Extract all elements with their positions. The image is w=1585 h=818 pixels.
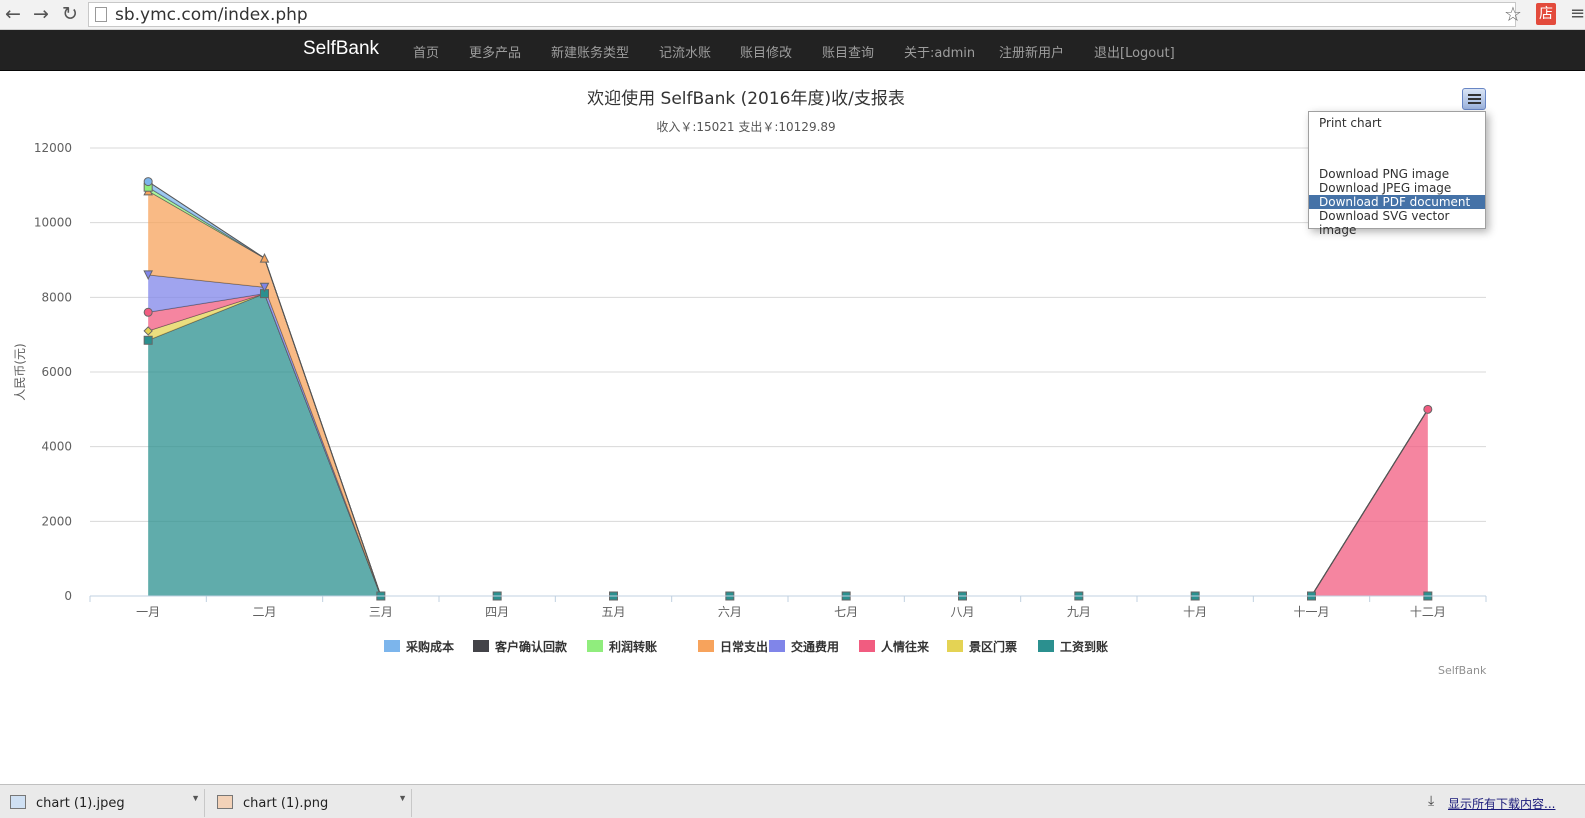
chart-subtitle: 收入￥:15021 支出￥:10129.89 (656, 120, 836, 134)
export-download-svg[interactable]: Download SVG vector image (1319, 209, 1450, 237)
x-tick-label: 五月 (601, 605, 625, 619)
image-file-icon (10, 795, 26, 809)
y-tick-label: 0 (64, 589, 72, 603)
export-context-menu: Print chart Download PNG image Download … (1308, 111, 1486, 237)
chart-legend: 采购成本 客户确认回款 利润转账 日常支出 交通费用 人情往来 景区门票 工资到账 (0, 638, 1585, 658)
y-tick-label: 8000 (41, 290, 72, 304)
y-tick-label: 10000 (34, 216, 72, 230)
browser-toolbar: ← → ↻ sb.ymc.com/index.php ☆ 店 ≡ (0, 0, 1585, 30)
nav-home[interactable]: 首页 (413, 46, 440, 61)
nav-logout[interactable]: 退出[Logout] (1094, 46, 1175, 61)
x-tick-label: 十二月 (1410, 605, 1446, 619)
export-download-pdf[interactable]: Download PDF document (1309, 195, 1485, 209)
back-arrow-icon[interactable]: ← (5, 3, 21, 25)
chevron-down-icon[interactable]: ▼ (191, 793, 200, 803)
x-tick-label: 三月 (369, 605, 393, 619)
legend-swatch (587, 640, 603, 652)
reload-icon[interactable]: ↻ (62, 3, 78, 25)
x-tick-label: 七月 (834, 605, 858, 619)
legend-item[interactable]: 工资到账 (1038, 638, 1108, 656)
data-point[interactable] (1423, 404, 1433, 414)
export-download-jpeg[interactable]: Download JPEG image (1319, 181, 1452, 195)
chart-credits[interactable]: SelfBank (1438, 664, 1487, 677)
chevron-down-icon[interactable]: ▼ (398, 793, 407, 803)
y-tick-label: 4000 (41, 440, 72, 454)
download-filename: chart (1).png (243, 796, 329, 811)
nav-edit-account[interactable]: 账目修改 (740, 46, 793, 61)
page-icon (95, 7, 107, 22)
legend-label: 人情往来 (881, 640, 930, 654)
browser-menu-icon[interactable]: ≡ (1570, 3, 1585, 24)
data-point[interactable] (143, 177, 153, 187)
chart-areas (147, 181, 1429, 597)
export-print-chart[interactable]: Print chart (1319, 116, 1382, 130)
y-tick-label: 12000 (34, 141, 72, 155)
x-tick-label: 十一月 (1293, 605, 1329, 619)
data-point[interactable] (143, 326, 153, 336)
url-text[interactable]: sb.ymc.com/index.php (115, 5, 308, 25)
legend-item[interactable]: 利润转账 (587, 638, 657, 656)
data-point[interactable] (259, 282, 270, 293)
x-tick-label: 九月 (1067, 605, 1091, 619)
x-tick-label: 八月 (950, 605, 974, 619)
address-bar[interactable]: sb.ymc.com/index.php (88, 2, 1516, 27)
data-point[interactable] (143, 335, 153, 345)
legend-item[interactable]: 交通费用 (769, 638, 839, 656)
download-item[interactable]: chart (1).png ▼ (207, 789, 412, 817)
legend-item[interactable]: 日常支出 (698, 638, 768, 656)
data-point[interactable] (143, 307, 153, 317)
chart-axes: 0 2000 4000 6000 8000 10000 12000 人民币(元) 一月 二月 三月 四… (13, 141, 1487, 619)
download-item[interactable]: chart (1).jpeg ▼ (0, 789, 205, 817)
nav-register-user[interactable]: 注册新用户 (999, 46, 1065, 61)
legend-label: 景区门票 (969, 640, 1018, 654)
data-point[interactable] (259, 253, 270, 263)
image-file-icon (217, 795, 233, 809)
nav-new-account-type[interactable]: 新建账务类型 (551, 46, 630, 61)
legend-item[interactable]: 人情往来 (859, 638, 929, 656)
legend-label: 利润转账 (609, 640, 658, 654)
export-download-png[interactable]: Download PNG image (1319, 167, 1450, 181)
brand-logo[interactable]: SelfBank (303, 38, 380, 59)
app-navbar: SelfBank 首页 更多产品 新建账务类型 记流水账 账目修改 账目查询 关… (0, 30, 1585, 71)
nav-record-transaction[interactable]: 记流水账 (659, 46, 712, 61)
legend-label: 工资到账 (1060, 640, 1109, 654)
legend-label: 采购成本 (406, 640, 455, 654)
legend-swatch (859, 640, 875, 652)
legend-swatch (698, 640, 714, 652)
legend-label: 交通费用 (791, 640, 840, 654)
chart-export-menu-button[interactable] (1462, 88, 1486, 110)
legend-label: 日常支出 (720, 640, 769, 654)
legend-swatch (769, 640, 785, 652)
bookmark-star-icon[interactable]: ☆ (1504, 2, 1522, 26)
x-tick-label: 二月 (252, 605, 276, 619)
nav-about[interactable]: 关于:admin (904, 46, 976, 61)
nav-more-products[interactable]: 更多产品 (469, 46, 522, 61)
legend-swatch (384, 640, 400, 652)
legend-item[interactable]: 景区门票 (947, 638, 1017, 656)
x-tick-label: 一月 (136, 605, 160, 619)
legend-label: 客户确认回款 (495, 640, 568, 654)
x-tick-label: 十月 (1183, 605, 1207, 619)
legend-item[interactable]: 采购成本 (384, 638, 454, 656)
chart-title: 欢迎使用 SelfBank (2016年度)收/支报表 (587, 89, 905, 109)
area-chart: 0 2000 4000 6000 8000 10000 12000 人民币(元) 一月 二月 三月 四… (13, 141, 1487, 619)
legend-item[interactable]: 客户确认回款 (473, 638, 567, 656)
x-tick-label: 四月 (485, 605, 509, 619)
legend-swatch (947, 640, 963, 652)
nav-query-account[interactable]: 账目查询 (822, 46, 875, 61)
x-tick-label: 六月 (718, 605, 742, 619)
data-point[interactable] (143, 270, 153, 281)
legend-swatch (473, 640, 489, 652)
download-filename: chart (1).jpeg (36, 796, 125, 811)
extension-icon[interactable]: 店 (1536, 3, 1556, 25)
y-axis-title: 人民币(元) (13, 343, 27, 400)
area-series (148, 293, 1428, 596)
download-shelf: chart (1).jpeg ▼ chart (1).png ▼ ⤓ 显示所有下… (0, 784, 1585, 818)
forward-arrow-icon[interactable]: → (33, 3, 49, 25)
y-tick-label: 2000 (41, 514, 72, 528)
download-icon: ⤓ (1428, 793, 1435, 809)
show-all-downloads-link[interactable]: 显示所有下载内容... (1448, 797, 1556, 811)
y-tick-label: 6000 (41, 365, 72, 379)
legend-swatch (1038, 640, 1054, 652)
